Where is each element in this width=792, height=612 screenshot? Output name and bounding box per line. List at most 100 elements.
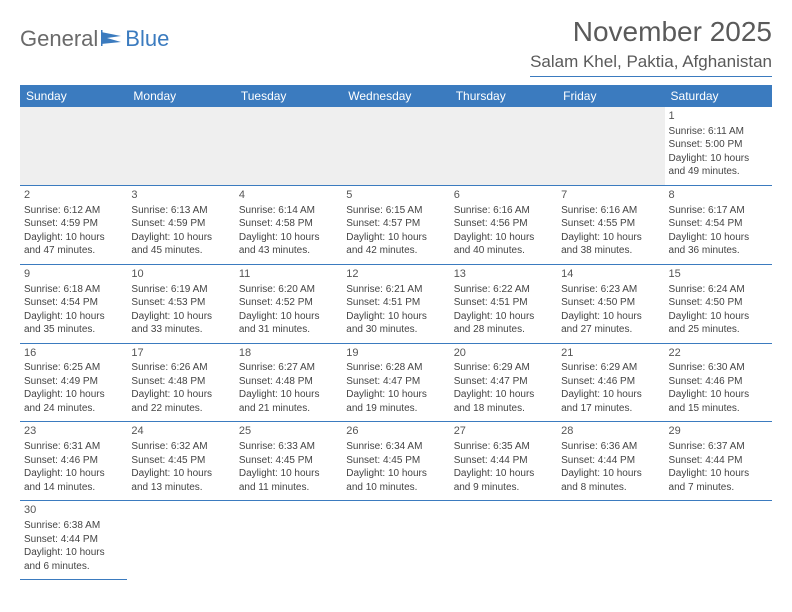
day-number: 6 [454,188,553,203]
trailing-cell [127,501,234,580]
day-cell: 29Sunrise: 6:37 AMSunset: 4:44 PMDayligh… [665,422,772,501]
day-info: Sunrise: 6:25 AMSunset: 4:49 PMDaylight:… [24,361,123,415]
day-cell: 5Sunrise: 6:15 AMSunset: 4:57 PMDaylight… [342,185,449,264]
location-text: Salam Khel, Paktia, Afghanistan [530,52,772,77]
weekday-header: Wednesday [342,85,449,107]
day-cell: 18Sunrise: 6:27 AMSunset: 4:48 PMDayligh… [235,343,342,422]
trailing-cell [450,501,557,580]
day-info: Sunrise: 6:38 AMSunset: 4:44 PMDaylight:… [24,519,123,573]
day-info: Sunrise: 6:24 AMSunset: 4:50 PMDaylight:… [669,283,768,337]
day-number: 28 [561,424,660,439]
day-number: 15 [669,267,768,282]
page-header: General Blue November 2025 Salam Khel, P… [20,16,772,77]
day-info: Sunrise: 6:22 AMSunset: 4:51 PMDaylight:… [454,283,553,337]
logo-text-general: General [20,26,98,52]
day-info: Sunrise: 6:33 AMSunset: 4:45 PMDaylight:… [239,440,338,494]
day-info: Sunrise: 6:28 AMSunset: 4:47 PMDaylight:… [346,361,445,415]
day-number: 4 [239,188,338,203]
month-title: November 2025 [530,16,772,48]
calendar-row: 1Sunrise: 6:11 AMSunset: 5:00 PMDaylight… [20,107,772,185]
day-cell: 2Sunrise: 6:12 AMSunset: 4:59 PMDaylight… [20,185,127,264]
calendar-row: 9Sunrise: 6:18 AMSunset: 4:54 PMDaylight… [20,264,772,343]
day-cell: 3Sunrise: 6:13 AMSunset: 4:59 PMDaylight… [127,185,234,264]
day-info: Sunrise: 6:34 AMSunset: 4:45 PMDaylight:… [346,440,445,494]
day-cell: 11Sunrise: 6:20 AMSunset: 4:52 PMDayligh… [235,264,342,343]
day-info: Sunrise: 6:13 AMSunset: 4:59 PMDaylight:… [131,204,230,258]
trailing-cell [235,501,342,580]
day-info: Sunrise: 6:32 AMSunset: 4:45 PMDaylight:… [131,440,230,494]
day-cell: 27Sunrise: 6:35 AMSunset: 4:44 PMDayligh… [450,422,557,501]
trailing-cell [665,501,772,580]
day-cell: 26Sunrise: 6:34 AMSunset: 4:45 PMDayligh… [342,422,449,501]
day-number: 2 [24,188,123,203]
day-number: 11 [239,267,338,282]
weekday-header: Monday [127,85,234,107]
day-cell: 13Sunrise: 6:22 AMSunset: 4:51 PMDayligh… [450,264,557,343]
day-cell: 4Sunrise: 6:14 AMSunset: 4:58 PMDaylight… [235,185,342,264]
day-cell: 1Sunrise: 6:11 AMSunset: 5:00 PMDaylight… [665,107,772,185]
day-info: Sunrise: 6:30 AMSunset: 4:46 PMDaylight:… [669,361,768,415]
day-info: Sunrise: 6:14 AMSunset: 4:58 PMDaylight:… [239,204,338,258]
day-cell: 23Sunrise: 6:31 AMSunset: 4:46 PMDayligh… [20,422,127,501]
day-number: 9 [24,267,123,282]
calendar-row: 30Sunrise: 6:38 AMSunset: 4:44 PMDayligh… [20,501,772,580]
day-number: 25 [239,424,338,439]
logo: General Blue [20,16,169,52]
day-cell: 22Sunrise: 6:30 AMSunset: 4:46 PMDayligh… [665,343,772,422]
day-number: 30 [24,503,123,518]
day-cell: 8Sunrise: 6:17 AMSunset: 4:54 PMDaylight… [665,185,772,264]
day-info: Sunrise: 6:26 AMSunset: 4:48 PMDaylight:… [131,361,230,415]
title-block: November 2025 Salam Khel, Paktia, Afghan… [530,16,772,77]
day-cell: 15Sunrise: 6:24 AMSunset: 4:50 PMDayligh… [665,264,772,343]
day-number: 27 [454,424,553,439]
day-cell: 19Sunrise: 6:28 AMSunset: 4:47 PMDayligh… [342,343,449,422]
day-number: 8 [669,188,768,203]
day-number: 14 [561,267,660,282]
calendar-row: 2Sunrise: 6:12 AMSunset: 4:59 PMDaylight… [20,185,772,264]
day-number: 3 [131,188,230,203]
day-number: 5 [346,188,445,203]
weekday-header: Sunday [20,85,127,107]
weekday-row: SundayMondayTuesdayWednesdayThursdayFrid… [20,85,772,107]
day-info: Sunrise: 6:19 AMSunset: 4:53 PMDaylight:… [131,283,230,337]
day-cell: 20Sunrise: 6:29 AMSunset: 4:47 PMDayligh… [450,343,557,422]
day-number: 26 [346,424,445,439]
day-cell: 7Sunrise: 6:16 AMSunset: 4:55 PMDaylight… [557,185,664,264]
day-cell: 28Sunrise: 6:36 AMSunset: 4:44 PMDayligh… [557,422,664,501]
day-number: 17 [131,346,230,361]
day-cell: 12Sunrise: 6:21 AMSunset: 4:51 PMDayligh… [342,264,449,343]
day-info: Sunrise: 6:15 AMSunset: 4:57 PMDaylight:… [346,204,445,258]
day-number: 29 [669,424,768,439]
day-number: 21 [561,346,660,361]
blank-cell [20,107,127,185]
day-cell: 30Sunrise: 6:38 AMSunset: 4:44 PMDayligh… [20,501,127,580]
blank-cell [127,107,234,185]
day-info: Sunrise: 6:17 AMSunset: 4:54 PMDaylight:… [669,204,768,258]
day-number: 12 [346,267,445,282]
day-number: 16 [24,346,123,361]
flag-icon [101,26,123,52]
day-info: Sunrise: 6:27 AMSunset: 4:48 PMDaylight:… [239,361,338,415]
calendar-head: SundayMondayTuesdayWednesdayThursdayFrid… [20,85,772,107]
day-number: 24 [131,424,230,439]
weekday-header: Saturday [665,85,772,107]
calendar-table: SundayMondayTuesdayWednesdayThursdayFrid… [20,85,772,580]
day-info: Sunrise: 6:16 AMSunset: 4:56 PMDaylight:… [454,204,553,258]
day-number: 20 [454,346,553,361]
day-info: Sunrise: 6:35 AMSunset: 4:44 PMDaylight:… [454,440,553,494]
calendar-row: 23Sunrise: 6:31 AMSunset: 4:46 PMDayligh… [20,422,772,501]
weekday-header: Friday [557,85,664,107]
day-cell: 17Sunrise: 6:26 AMSunset: 4:48 PMDayligh… [127,343,234,422]
blank-cell [235,107,342,185]
day-cell: 24Sunrise: 6:32 AMSunset: 4:45 PMDayligh… [127,422,234,501]
day-cell: 21Sunrise: 6:29 AMSunset: 4:46 PMDayligh… [557,343,664,422]
day-info: Sunrise: 6:31 AMSunset: 4:46 PMDaylight:… [24,440,123,494]
day-info: Sunrise: 6:23 AMSunset: 4:50 PMDaylight:… [561,283,660,337]
day-number: 7 [561,188,660,203]
day-number: 23 [24,424,123,439]
day-number: 13 [454,267,553,282]
day-info: Sunrise: 6:21 AMSunset: 4:51 PMDaylight:… [346,283,445,337]
weekday-header: Thursday [450,85,557,107]
day-info: Sunrise: 6:16 AMSunset: 4:55 PMDaylight:… [561,204,660,258]
day-cell: 6Sunrise: 6:16 AMSunset: 4:56 PMDaylight… [450,185,557,264]
